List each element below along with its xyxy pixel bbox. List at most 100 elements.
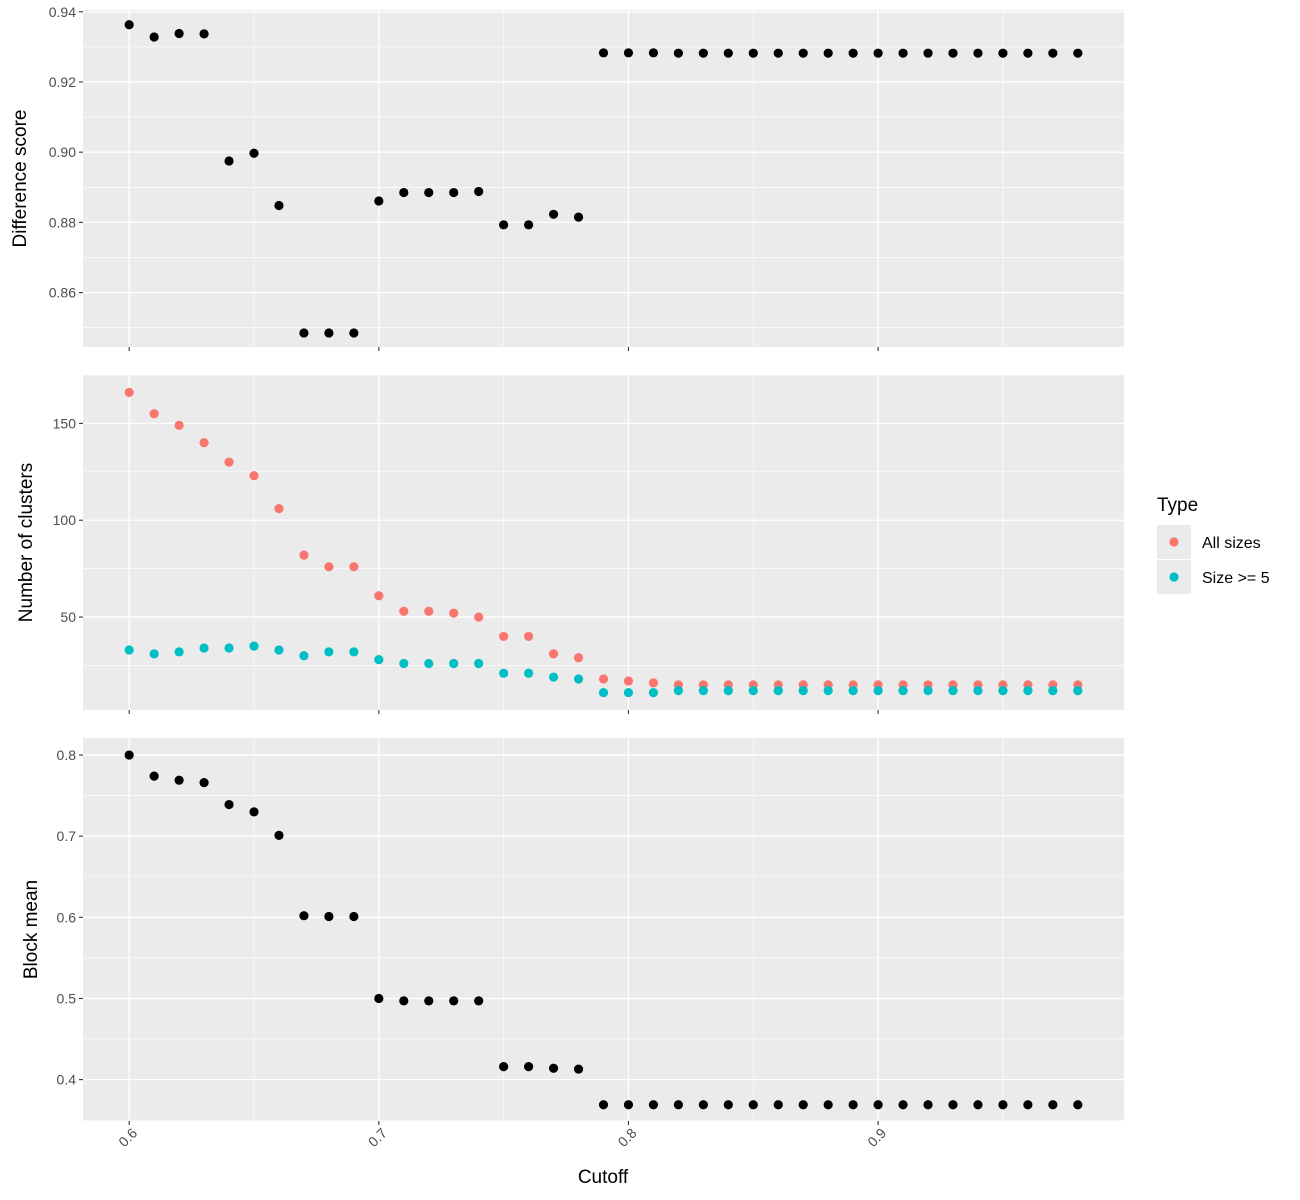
data-point — [249, 471, 259, 481]
series-all-sizes — [124, 387, 1083, 690]
data-point — [199, 778, 209, 788]
data-point — [174, 28, 184, 39]
y-tick-label: 50 — [60, 609, 76, 625]
data-point — [823, 48, 833, 58]
data-point — [149, 649, 159, 659]
data-point — [224, 643, 234, 653]
x-tick-label: 0.8 — [615, 1125, 640, 1150]
data-point — [648, 678, 659, 688]
data-point — [524, 1062, 534, 1072]
panel-2: 50 100 150 Number of clusters — [16, 374, 1124, 714]
data-point — [274, 830, 284, 840]
y-axis-title: Difference score — [10, 110, 31, 248]
x-tick-label: 0.7 — [365, 1125, 390, 1150]
data-point — [274, 200, 284, 211]
data-point — [548, 1063, 559, 1073]
data-point — [349, 647, 359, 657]
y-tick-label: 0.7 — [57, 828, 77, 844]
data-point — [573, 653, 584, 663]
data-point — [723, 48, 733, 58]
series-points — [124, 20, 1083, 338]
data-point — [623, 676, 634, 686]
data-point — [149, 409, 159, 419]
data-point — [399, 996, 409, 1006]
data-point — [174, 775, 184, 785]
data-point — [948, 1100, 958, 1110]
data-point — [823, 1100, 833, 1110]
data-point — [823, 686, 833, 696]
legend-key-point — [1169, 537, 1179, 547]
data-point — [1073, 48, 1083, 58]
data-point — [748, 1100, 758, 1110]
data-point — [1023, 48, 1033, 58]
data-point — [873, 686, 883, 696]
data-point — [748, 48, 758, 58]
y-tick-label: 0.6 — [57, 909, 77, 925]
data-point — [524, 631, 534, 642]
panel-background — [83, 10, 1124, 347]
data-point — [249, 641, 259, 651]
data-point — [449, 608, 459, 618]
data-point — [648, 1100, 659, 1110]
data-point — [1023, 686, 1033, 696]
x-tick-label: 0.6 — [115, 1125, 140, 1150]
y-tick-label: 0.4 — [57, 1072, 77, 1088]
data-point — [598, 1100, 609, 1110]
data-point — [623, 1100, 634, 1110]
data-point — [424, 187, 434, 198]
y-tick-label: 0.94 — [49, 4, 76, 20]
data-point — [474, 996, 484, 1006]
data-point — [399, 187, 409, 198]
data-point — [698, 686, 708, 696]
data-point — [1048, 48, 1058, 58]
data-point — [773, 1100, 783, 1110]
data-point — [598, 687, 609, 698]
data-point — [374, 993, 384, 1004]
data-point — [324, 328, 334, 338]
x-axis-tick-labels: 0.6 0.7 0.8 0.9 — [115, 1125, 889, 1150]
data-point — [249, 148, 259, 158]
data-point — [424, 996, 434, 1006]
data-point — [349, 562, 359, 572]
y-tick-label: 0.5 — [57, 990, 77, 1006]
data-point — [524, 220, 534, 230]
data-point — [274, 504, 284, 514]
data-point — [299, 550, 309, 560]
data-point — [923, 686, 933, 696]
x-tick-label: 0.9 — [864, 1125, 889, 1150]
data-point — [848, 48, 858, 58]
data-point — [573, 212, 584, 222]
data-point — [499, 668, 509, 678]
data-point — [1073, 1100, 1083, 1110]
data-point — [274, 645, 284, 655]
legend-label: Size >= 5 — [1202, 570, 1270, 587]
data-point — [673, 48, 683, 58]
data-point — [973, 1100, 983, 1110]
series-points — [124, 750, 1083, 1110]
data-point — [973, 686, 983, 696]
data-point — [1048, 1100, 1058, 1110]
data-point — [124, 20, 134, 30]
legend-entries: All sizes Size >= 5 — [1157, 525, 1270, 594]
data-point — [898, 686, 908, 696]
data-point — [923, 48, 933, 58]
data-point — [598, 48, 609, 58]
data-point — [149, 771, 159, 781]
data-point — [324, 911, 334, 922]
data-point — [399, 658, 409, 669]
data-point — [199, 643, 209, 653]
data-point — [1073, 686, 1083, 696]
data-point — [698, 1100, 708, 1110]
data-point — [973, 48, 983, 58]
data-point — [374, 655, 384, 665]
legend-key-point — [1169, 572, 1179, 582]
legend-label: All sizes — [1202, 535, 1261, 552]
data-point — [948, 686, 958, 696]
y-tick-label: 0.90 — [49, 144, 76, 160]
data-point — [548, 672, 559, 682]
data-point — [174, 420, 184, 430]
data-point — [698, 48, 708, 58]
data-point — [848, 1100, 858, 1110]
panel-background — [83, 375, 1124, 710]
